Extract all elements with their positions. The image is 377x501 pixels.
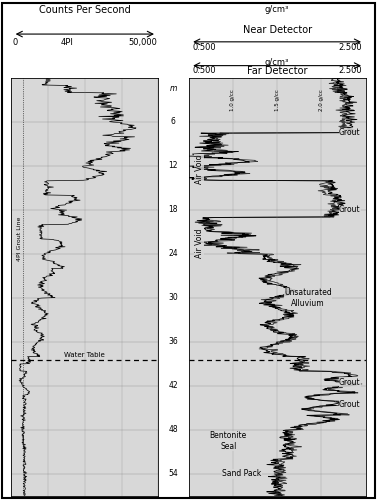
Text: m: m	[170, 84, 177, 93]
Text: Bentonite
Seal: Bentonite Seal	[210, 431, 247, 450]
Text: 4PI: 4PI	[61, 38, 74, 47]
Text: 6: 6	[171, 117, 176, 126]
Text: Air Void: Air Void	[195, 155, 204, 184]
Text: 54: 54	[169, 469, 178, 478]
Text: 2.500: 2.500	[339, 67, 362, 76]
Text: Near Detector: Near Detector	[242, 25, 312, 35]
Text: 36: 36	[169, 337, 178, 346]
Text: Counts Per Second: Counts Per Second	[39, 5, 131, 15]
Text: 12: 12	[169, 161, 178, 170]
Text: 0.500: 0.500	[192, 43, 216, 52]
Text: Grout: Grout	[339, 400, 360, 409]
Text: 4PI Grout Line: 4PI Grout Line	[17, 217, 23, 262]
Text: 30: 30	[169, 293, 178, 302]
Text: 1.0 g/cc: 1.0 g/cc	[230, 89, 235, 111]
Text: Unsaturated
Alluvium: Unsaturated Alluvium	[284, 288, 332, 308]
Text: 0.500: 0.500	[192, 67, 216, 76]
Text: Air Void: Air Void	[195, 228, 204, 258]
Text: 50,000: 50,000	[128, 38, 157, 47]
Text: Sand Pack: Sand Pack	[222, 469, 261, 478]
Text: g/cm³: g/cm³	[265, 58, 289, 67]
Text: 1.5 g/cc: 1.5 g/cc	[274, 89, 280, 111]
Text: g/cm³: g/cm³	[265, 5, 289, 14]
Text: 48: 48	[169, 425, 178, 434]
Text: Far Detector: Far Detector	[247, 66, 307, 76]
Text: 2.500: 2.500	[339, 43, 362, 52]
Text: 2.0 g/cc: 2.0 g/cc	[319, 89, 324, 111]
Text: 0: 0	[13, 38, 18, 47]
Text: 18: 18	[169, 205, 178, 214]
Text: 24: 24	[169, 249, 178, 259]
Text: 42: 42	[169, 381, 178, 390]
Text: Grout: Grout	[339, 205, 360, 214]
Text: Water Table: Water Table	[64, 352, 105, 358]
Text: Grout: Grout	[339, 378, 360, 387]
Text: Grout: Grout	[339, 128, 360, 137]
